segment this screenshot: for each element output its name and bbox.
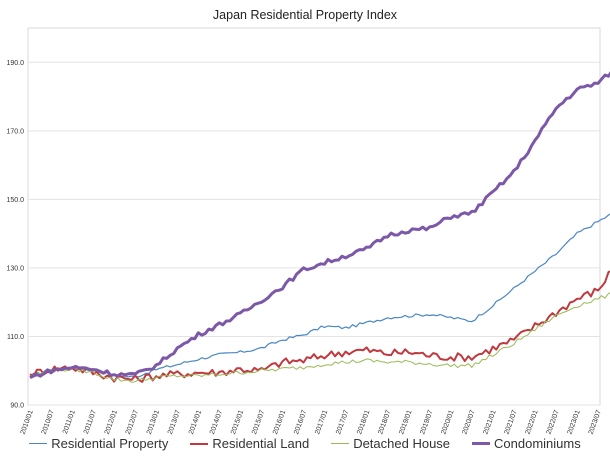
chart-title: Japan Residential Property Index [212, 8, 398, 22]
legend-swatch [29, 443, 48, 444]
x-tick-label: 2023/07 [588, 409, 603, 435]
legend-swatch [472, 442, 491, 445]
x-tick-label: 2012/07 [125, 409, 140, 435]
x-tick-label: 2011/01 [62, 409, 77, 435]
series-line-condominiums [29, 71, 610, 379]
x-tick-label: 2014/01 [188, 409, 203, 435]
x-tick-label: 2019/01 [398, 409, 413, 435]
legend-item: Residential Property [29, 436, 168, 451]
y-tick-label: 150.0 [6, 197, 24, 204]
legend-item: Residential Land [190, 436, 309, 451]
legend-label: Residential Property [51, 436, 169, 451]
series-line-residential-land [29, 270, 610, 383]
series-line-residential-property [29, 213, 610, 378]
x-tick-label: 2020/07 [461, 409, 476, 435]
y-tick-label: 90.0 [10, 403, 24, 410]
x-tick-label: 2022/01 [525, 409, 540, 435]
x-tick-label: 2016/01 [272, 409, 287, 435]
x-tick-label: 2017/07 [335, 409, 350, 435]
legend-label: Detached House [353, 436, 451, 451]
legend-item: Condominiums [472, 436, 581, 451]
x-tick-label: 2014/07 [209, 409, 224, 435]
y-tick-label: 110.0 [7, 334, 24, 341]
x-tick-label: 2010/07 [41, 409, 56, 435]
x-tick-label: 2010/01 [20, 409, 35, 435]
y-tick-label: 190.0 [6, 60, 24, 67]
legend-label: Condominiums [494, 436, 581, 451]
legend-swatch [331, 443, 350, 444]
x-tick-label: 2016/07 [293, 409, 308, 435]
x-tick-label: 2011/07 [83, 409, 98, 435]
series-line-detached-house [29, 292, 610, 383]
plot-border [27, 27, 601, 406]
x-tick-label: 2018/01 [356, 409, 371, 435]
legend-item: Detached House [331, 436, 450, 451]
x-tick-label: 2021/01 [482, 409, 497, 435]
x-tick-label: 2023/01 [567, 409, 582, 435]
x-tick-label: 2020/01 [440, 409, 455, 435]
legend-swatch [190, 442, 209, 445]
legend: Residential Property Residential Land Deta… [0, 436, 610, 451]
y-tick-label: 170.0 [6, 128, 24, 135]
y-tick-label: 130.0 [6, 265, 24, 272]
x-tick-label: 2013/07 [167, 409, 182, 435]
x-tick-label: 2018/07 [377, 409, 392, 435]
legend-label: Residential Land [212, 436, 310, 451]
x-tick-label: 2019/07 [419, 409, 434, 435]
x-tick-label: 2017/01 [314, 409, 329, 435]
x-tick-label: 2012/01 [104, 409, 119, 435]
x-tick-label: 2015/07 [251, 409, 266, 435]
x-tick-label: 2015/01 [230, 409, 245, 435]
x-tick-label: 2013/01 [146, 409, 161, 435]
x-tick-label: 2021/07 [503, 409, 518, 435]
x-tick-label: 2022/07 [546, 409, 561, 435]
